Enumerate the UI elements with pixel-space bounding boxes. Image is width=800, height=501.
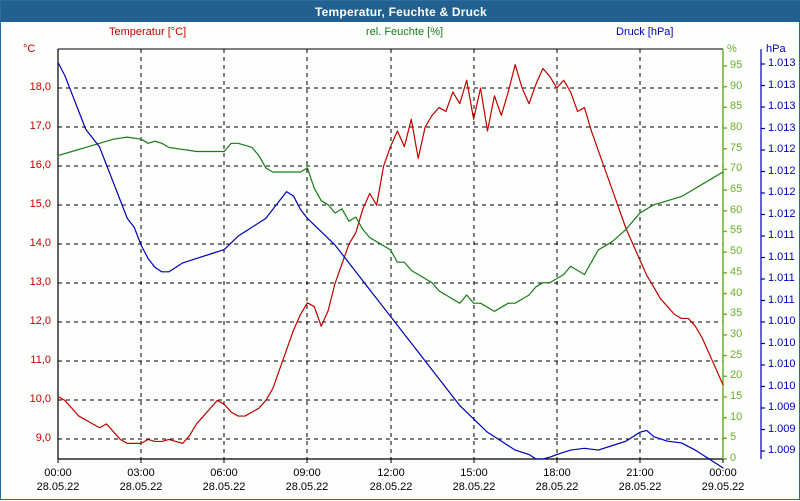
window-title: Temperatur, Feuchte & Druck xyxy=(315,4,487,19)
humidity-axis-tick-2: 85 xyxy=(730,100,743,113)
data-series xyxy=(57,61,724,469)
x-axis-time-4: 12:00 xyxy=(377,467,405,479)
pressure-axis-tick-2: 1.013 xyxy=(768,100,796,112)
humidity-axis-tick-16: 15 xyxy=(730,389,743,402)
axis-ticks xyxy=(57,63,765,463)
x-axis-time-0: 00:00 xyxy=(44,467,72,479)
x-axis-date-7: 28.05.22 xyxy=(618,481,662,493)
legend-item-temperature: Temperatur [°C] xyxy=(109,26,187,38)
humidity-axis-tick-17: 10 xyxy=(730,410,743,423)
left-axis-tick-7: 11,0 xyxy=(30,354,51,366)
x-axis-date-5: 28.05.22 xyxy=(452,481,496,493)
x-axis-date-6: 28.05.22 xyxy=(535,481,579,493)
humidity-axis-tick-8: 55 xyxy=(730,224,743,237)
x-axis-time-1: 03:00 xyxy=(127,467,155,479)
left-axis-tick-5: 13,0 xyxy=(29,276,51,288)
pressure-axis-tick-17: 1.009 xyxy=(768,422,796,435)
humidity-axis-tick-1: 90 xyxy=(730,79,743,92)
pressure-axis-tick-4: 1.012 xyxy=(768,143,796,155)
legend-item-humidity: rel. Feuchte [%] xyxy=(366,26,444,38)
left-axis-tick-2: 16,0 xyxy=(29,159,51,171)
humidity-axis-tick-3: 80 xyxy=(730,121,743,134)
series-line-pressure xyxy=(57,61,724,469)
x-axis-time-2: 06:00 xyxy=(210,467,238,479)
humidity-axis-tick-5: 70 xyxy=(730,162,743,175)
x-axis-date-8: 29.05.22 xyxy=(701,481,745,493)
pressure-axis-tick-0: 1.013 xyxy=(768,57,796,69)
x-axis-date-1: 28.05.22 xyxy=(119,481,163,493)
humidity-axis-tick-0: 95 xyxy=(730,59,743,71)
humidity-axis-tick-14: 25 xyxy=(730,348,743,361)
grid-lines xyxy=(58,48,723,459)
humidity-axis-tick-4: 75 xyxy=(730,141,743,154)
x-axis-time-8: 00:00 xyxy=(709,467,737,479)
x-axis-date-2: 28.05.22 xyxy=(202,481,246,493)
pressure-axis-tick-11: 1.011 xyxy=(768,293,795,306)
pressure-axis-tick-14: 1.010 xyxy=(768,358,796,370)
x-axis-date-4: 28.05.22 xyxy=(369,481,413,493)
humidity-axis-tick-10: 45 xyxy=(730,265,743,278)
left-axis-tick-6: 12,0 xyxy=(29,315,51,327)
left-axis-tick-8: 10,0 xyxy=(29,393,51,405)
series-line-temperature xyxy=(57,64,724,444)
pressure-axis-tick-8: 1.011 xyxy=(768,229,795,241)
left-axis-tick-1: 17,0 xyxy=(29,120,51,132)
window-title-bar: Temperatur, Feuchte & Druck xyxy=(1,1,800,22)
pressure-axis-tick-10: 1.011 xyxy=(768,272,795,284)
pressure-axis-tick-7: 1.012 xyxy=(768,207,796,220)
x-axis-time-7: 21:00 xyxy=(626,467,654,479)
humidity-axis-tick-9: 50 xyxy=(730,245,743,258)
legend-item-pressure: Druck [hPa] xyxy=(616,26,674,38)
humidity-axis-tick-19: 0 xyxy=(730,452,737,464)
left-axis-tick-3: 15,0 xyxy=(29,198,51,210)
left-axis-tick-0: 18,0 xyxy=(29,81,51,93)
humidity-axis-tick-6: 65 xyxy=(730,183,743,196)
x-axis-time-6: 18:00 xyxy=(543,467,571,479)
pressure-axis-unit: hPa xyxy=(766,43,786,55)
pressure-axis-tick-9: 1.011 xyxy=(768,250,795,263)
humidity-axis-tick-18: 5 xyxy=(730,431,737,444)
pressure-axis-tick-6: 1.012 xyxy=(768,186,796,198)
series-line-humidity xyxy=(57,136,724,312)
x-axis-date-0: 28.05.22 xyxy=(36,481,80,493)
pressure-axis-tick-5: 1.012 xyxy=(768,164,796,177)
humidity-axis-tick-11: 40 xyxy=(730,286,743,299)
pressure-axis-tick-16: 1.009 xyxy=(768,401,796,413)
left-axis-tick-4: 14,0 xyxy=(29,237,51,249)
pressure-axis-tick-13: 1.010 xyxy=(768,336,796,349)
axis-lines xyxy=(57,48,762,460)
pressure-axis-tick-3: 1.013 xyxy=(768,121,796,134)
left-axis-tick-9: 9,0 xyxy=(35,432,51,444)
pressure-axis-tick-15: 1.010 xyxy=(768,379,796,392)
humidity-axis-unit: % xyxy=(727,43,737,55)
humidity-axis-tick-13: 30 xyxy=(730,327,743,340)
x-axis-time-5: 15:00 xyxy=(460,467,488,479)
pressure-axis-tick-12: 1.010 xyxy=(768,315,796,327)
left-axis-unit: °C xyxy=(23,43,36,55)
pressure-axis-tick-1: 1.013 xyxy=(768,78,796,91)
humidity-axis-tick-7: 60 xyxy=(730,203,743,216)
x-axis-date-3: 28.05.22 xyxy=(285,481,329,493)
humidity-axis-tick-15: 20 xyxy=(730,369,743,382)
pressure-axis-tick-18: 1.009 xyxy=(768,444,796,456)
humidity-axis-tick-12: 35 xyxy=(730,307,743,320)
x-axis-time-3: 09:00 xyxy=(293,467,321,479)
